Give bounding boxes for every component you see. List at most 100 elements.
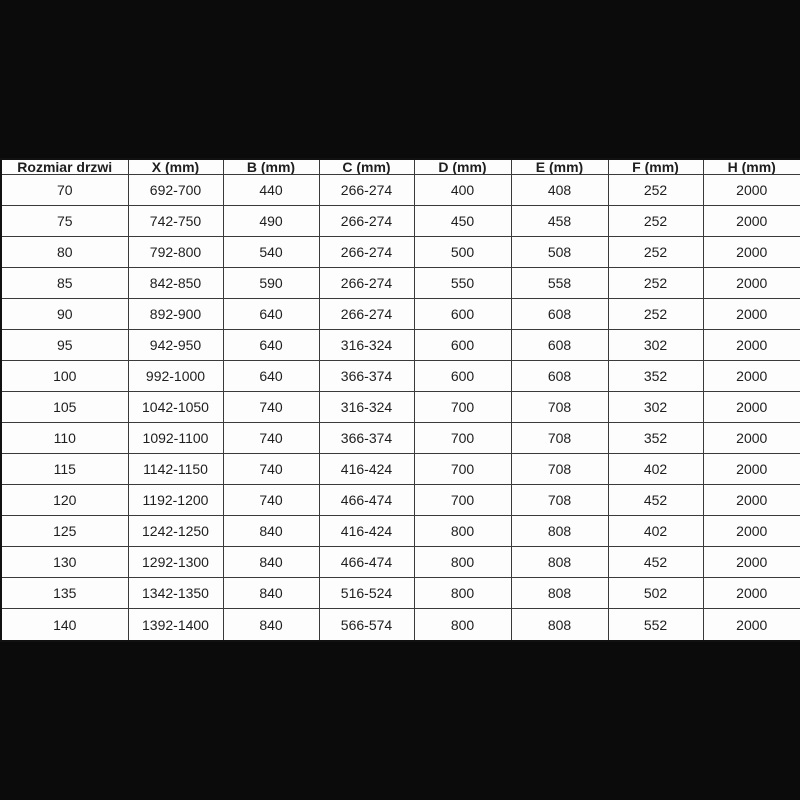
table-cell: 640: [222, 329, 320, 362]
table-cell: 2000: [702, 484, 800, 517]
table-cell: 808: [510, 608, 609, 642]
table-cell: 708: [510, 484, 609, 517]
table-row: 100 992-1000 640 366-374 600 608 352 2000: [0, 360, 800, 393]
table-row: 85 842-850 590 266-274 550 558 252 2000: [0, 267, 800, 300]
table-cell: 2000: [702, 453, 800, 486]
column-header-b-mm: B (mm): [222, 158, 320, 175]
table-cell: 800: [413, 546, 512, 579]
table-cell: 740: [222, 391, 320, 424]
table-cell: 125: [0, 515, 129, 548]
table-cell: 552: [607, 608, 704, 642]
table-cell: 708: [510, 391, 609, 424]
table-cell: 466-474: [318, 546, 415, 579]
table-cell: 840: [222, 546, 320, 579]
table-cell: 466-474: [318, 484, 415, 517]
table-row: 70 692-700 440 266-274 400 408 252 2000: [0, 173, 800, 207]
table-row: 80 792-800 540 266-274 500 508 252 2000: [0, 236, 800, 269]
table-cell: 2000: [702, 422, 800, 455]
door-size-table-container: Rozmiar drzwi X (mm) B (mm) C (mm) D (mm…: [0, 158, 800, 642]
table-cell: 366-374: [318, 422, 415, 455]
table-cell: 2000: [702, 391, 800, 424]
table-cell: 402: [607, 453, 704, 486]
table-cell: 590: [222, 267, 320, 300]
table-cell: 558: [510, 267, 609, 300]
table-cell: 1142-1150: [127, 453, 224, 486]
table-row: 105 1042-1050 740 316-324 700 708 302 2000: [0, 391, 800, 424]
table-cell: 740: [222, 484, 320, 517]
table-cell: 892-900: [127, 298, 224, 331]
table-cell: 440: [222, 173, 320, 207]
table-cell: 416-424: [318, 515, 415, 548]
table-row: 90 892-900 640 266-274 600 608 252 2000: [0, 298, 800, 331]
table-header-row: Rozmiar drzwi X (mm) B (mm) C (mm) D (mm…: [0, 158, 800, 175]
table-cell: 2000: [702, 546, 800, 579]
table-cell: 70: [0, 173, 129, 207]
table-row: 95 942-950 640 316-324 600 608 302 2000: [0, 329, 800, 362]
table-cell: 266-274: [318, 205, 415, 238]
table-cell: 366-374: [318, 360, 415, 393]
table-cell: 708: [510, 422, 609, 455]
column-header-x-mm: X (mm): [127, 158, 224, 175]
table-cell: 458: [510, 205, 609, 238]
table-cell: 100: [0, 360, 129, 393]
table-cell: 2000: [702, 360, 800, 393]
table-cell: 416-424: [318, 453, 415, 486]
table-cell: 316-324: [318, 391, 415, 424]
table-cell: 1292-1300: [127, 546, 224, 579]
table-row: 75 742-750 490 266-274 450 458 252 2000: [0, 205, 800, 238]
table-cell: 110: [0, 422, 129, 455]
table-cell: 490: [222, 205, 320, 238]
column-header-c-mm: C (mm): [318, 158, 415, 175]
table-cell: 608: [510, 360, 609, 393]
table-cell: 640: [222, 298, 320, 331]
table-cell: 140: [0, 608, 129, 642]
table-cell: 708: [510, 453, 609, 486]
table-cell: 252: [607, 236, 704, 269]
table-cell: 252: [607, 205, 704, 238]
table-cell: 608: [510, 329, 609, 362]
table-cell: 692-700: [127, 173, 224, 207]
table-cell: 508: [510, 236, 609, 269]
table-cell: 302: [607, 329, 704, 362]
table-row: 135 1342-1350 840 516-524 800 808 502 2000: [0, 577, 800, 610]
table-cell: 700: [413, 484, 512, 517]
table-cell: 1392-1400: [127, 608, 224, 642]
table-cell: 302: [607, 391, 704, 424]
table-cell: 502: [607, 577, 704, 610]
table-row: 115 1142-1150 740 416-424 700 708 402 2000: [0, 453, 800, 486]
table-cell: 2000: [702, 608, 800, 642]
table-cell: 1242-1250: [127, 515, 224, 548]
table-cell: 252: [607, 267, 704, 300]
table-cell: 740: [222, 453, 320, 486]
table-cell: 792-800: [127, 236, 224, 269]
table-cell: 608: [510, 298, 609, 331]
table-row: 125 1242-1250 840 416-424 800 808 402 2000: [0, 515, 800, 548]
table-cell: 2000: [702, 205, 800, 238]
table-cell: 266-274: [318, 298, 415, 331]
table-cell: 452: [607, 546, 704, 579]
table-cell: 840: [222, 577, 320, 610]
table-cell: 2000: [702, 173, 800, 207]
table-cell: 450: [413, 205, 512, 238]
table-cell: 266-274: [318, 236, 415, 269]
table-cell: 516-524: [318, 577, 415, 610]
table-cell: 840: [222, 515, 320, 548]
table-cell: 800: [413, 608, 512, 642]
table-cell: 120: [0, 484, 129, 517]
table-cell: 800: [413, 515, 512, 548]
table-cell: 1192-1200: [127, 484, 224, 517]
table-cell: 452: [607, 484, 704, 517]
table-cell: 2000: [702, 267, 800, 300]
table-cell: 105: [0, 391, 129, 424]
table-cell: 600: [413, 360, 512, 393]
table-cell: 600: [413, 298, 512, 331]
table-cell: 95: [0, 329, 129, 362]
door-size-table: Rozmiar drzwi X (mm) B (mm) C (mm) D (mm…: [0, 158, 800, 642]
table-cell: 266-274: [318, 173, 415, 207]
table-cell: 992-1000: [127, 360, 224, 393]
table-cell: 352: [607, 360, 704, 393]
table-cell: 500: [413, 236, 512, 269]
table-cell: 808: [510, 546, 609, 579]
table-cell: 252: [607, 298, 704, 331]
